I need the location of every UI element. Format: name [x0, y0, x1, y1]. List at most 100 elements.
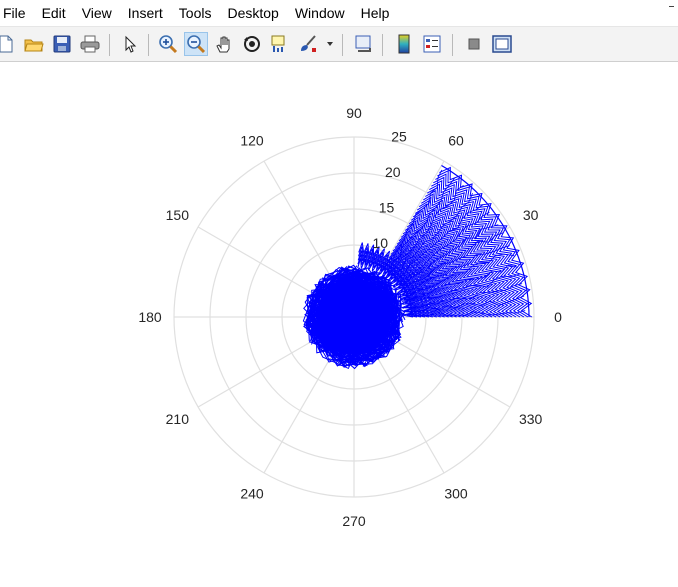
zoom-in-icon: [159, 35, 178, 54]
figure-canvas[interactable]: 0 30 60 90 120 150 180 210 240 270 300 330 10 15 20 25: [0, 62, 678, 582]
data-trace: [437, 169, 529, 318]
data-trace: [402, 273, 521, 305]
data-trace: [388, 193, 473, 281]
show-plot-tools-button[interactable]: [490, 32, 514, 56]
theta-tick-label: 90: [346, 105, 362, 121]
menu-tools[interactable]: Tools: [178, 5, 212, 21]
data-trace: [400, 253, 515, 299]
data-trace: [392, 242, 443, 318]
theta-tick-label: 240: [240, 486, 264, 502]
data-trace: [416, 203, 490, 318]
figure-toolbar: [0, 26, 678, 62]
new-figure-button[interactable]: [0, 32, 18, 56]
rotate-3d-button[interactable]: [240, 32, 264, 56]
open-file-icon: [24, 39, 44, 52]
save-button[interactable]: [50, 32, 74, 56]
toolbar-separator: [109, 34, 110, 56]
theta-tick-label: 150: [166, 207, 190, 223]
data-trace: [393, 211, 490, 286]
data-trace: [427, 186, 509, 318]
colorbar-icon: [398, 34, 410, 54]
hide-plot-tools-button[interactable]: [462, 32, 486, 56]
data-core: [316, 279, 392, 355]
polar-axes[interactable]: 0 30 60 90 120 150 180 210 240 270 300 330 10 15 20 25: [0, 62, 678, 582]
menu-bar: File Edit View Insert Tools Desktop Wind…: [0, 0, 678, 26]
menu-view[interactable]: View: [81, 5, 112, 21]
colorbar-button[interactable]: [392, 32, 416, 56]
print-icon: [80, 35, 100, 53]
data-trace: [414, 206, 486, 318]
link-plot-button[interactable]: [352, 32, 376, 56]
theta-tick-label: 270: [342, 513, 366, 529]
data-trace: [404, 222, 466, 318]
rotate-3d-icon: [244, 36, 260, 52]
link-plot-icon: [355, 35, 371, 52]
polar-tick-labels: 0 30 60 90 120 150 180 210 240 270 300 330 10 15 20 25: [138, 105, 562, 529]
legend-icon: [423, 35, 441, 53]
menu-file[interactable]: File: [3, 5, 26, 21]
theta-tick-label: 330: [519, 411, 543, 427]
r-tick-label: 20: [385, 164, 401, 180]
menu-window[interactable]: Window: [294, 5, 345, 21]
brush-dropdown-button[interactable]: [324, 32, 336, 56]
toolbar-separator: [452, 34, 453, 56]
select-arrow-icon: [125, 35, 137, 53]
data-trace: [439, 166, 533, 318]
data-trace: [410, 213, 478, 318]
brush-button[interactable]: [296, 32, 320, 56]
data-trace: [423, 193, 501, 318]
select-arrow-button[interactable]: [118, 32, 142, 56]
brush-icon: [301, 35, 316, 52]
data-trace: [412, 209, 482, 318]
data-trace: [383, 177, 455, 277]
data-trace: [403, 295, 525, 313]
data-trace: [441, 164, 530, 318]
save-icon: [53, 35, 71, 53]
menu-desktop[interactable]: Desktop: [227, 5, 279, 21]
pan-button[interactable]: [212, 32, 236, 56]
r-tick-label: 10: [373, 235, 389, 251]
data-trace: [403, 283, 523, 309]
data-trace: [425, 189, 505, 318]
data-trace: [431, 179, 517, 318]
hide-plot-tools-icon: [468, 38, 480, 50]
zoom-out-button[interactable]: [184, 32, 208, 56]
data-trace: [398, 245, 510, 295]
data-trace: [401, 264, 519, 302]
data-trace: [390, 204, 484, 283]
new-figure-icon: [0, 35, 13, 53]
theta-tick-label: 60: [448, 132, 464, 148]
data-trace: [358, 242, 430, 318]
theta-tick-label: 210: [166, 411, 190, 427]
r-tick-label: 15: [379, 200, 395, 216]
data-trace: [385, 184, 464, 279]
pan-hand-icon: [216, 36, 230, 53]
menu-edit[interactable]: Edit: [41, 5, 66, 21]
print-button[interactable]: [78, 32, 102, 56]
data-cursor-button[interactable]: [268, 32, 292, 56]
data-trace: [388, 249, 435, 318]
theta-tick-label: 0: [554, 309, 562, 325]
theta-tick-label: 120: [240, 132, 264, 148]
data-trace: [357, 254, 418, 318]
data-trace: [357, 250, 422, 318]
menubar-minimize-mark: [669, 6, 674, 7]
menu-insert[interactable]: Insert: [127, 5, 163, 21]
theta-tick-label: 300: [444, 486, 468, 502]
toolbar-separator: [342, 34, 343, 56]
theta-tick-label: 30: [523, 207, 539, 223]
menu-help[interactable]: Help: [360, 5, 390, 21]
legend-button[interactable]: [420, 32, 444, 56]
r-tick-label: 25: [391, 129, 407, 145]
zoom-in-button[interactable]: [156, 32, 180, 56]
zoom-out-icon: [187, 35, 206, 54]
data-cursor-icon: [271, 35, 285, 52]
data-trace: [395, 224, 499, 289]
data-trace: [404, 310, 526, 317]
show-plot-tools-icon: [492, 35, 512, 53]
brush-dropdown-icon: [327, 42, 333, 46]
data-trace: [421, 196, 497, 318]
data-trace: [380, 169, 443, 275]
open-file-button[interactable]: [22, 32, 46, 56]
data-trace: [402, 226, 462, 318]
